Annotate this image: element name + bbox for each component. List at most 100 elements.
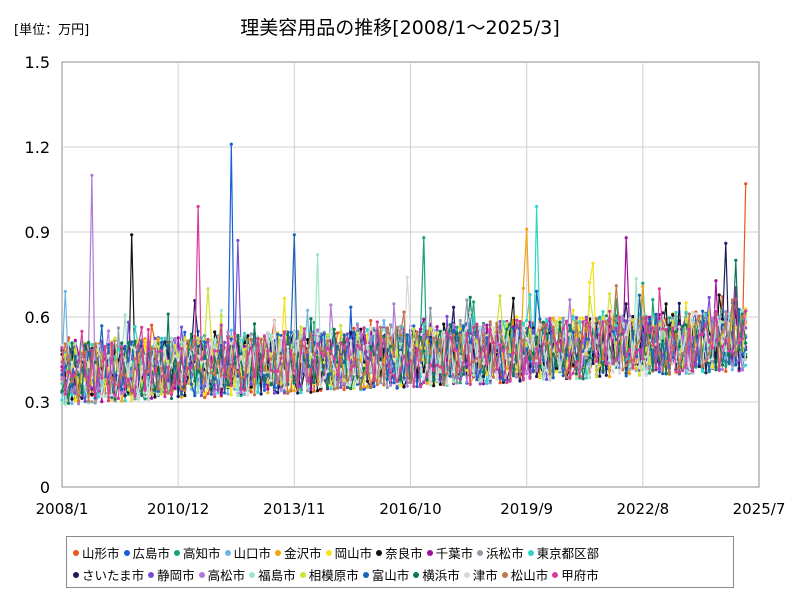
data-point — [541, 342, 545, 346]
data-point — [369, 350, 373, 354]
data-point — [316, 332, 320, 336]
data-point — [644, 333, 648, 337]
data-point — [641, 368, 645, 372]
data-point — [203, 377, 207, 381]
data-point — [249, 332, 253, 336]
data-point — [475, 378, 479, 382]
data-point — [246, 393, 250, 397]
data-point — [628, 372, 632, 376]
data-point — [531, 351, 535, 355]
data-point — [667, 358, 672, 363]
data-point — [707, 358, 711, 363]
data-point — [684, 310, 688, 314]
data-point — [70, 341, 74, 345]
data-point — [153, 395, 157, 399]
data-point — [472, 300, 476, 304]
data-point — [309, 368, 313, 372]
data-point — [123, 313, 127, 317]
data-point — [535, 374, 539, 379]
data-point — [664, 342, 668, 346]
data-point — [548, 372, 552, 376]
data-point — [73, 338, 77, 342]
data-point — [462, 325, 466, 329]
data-point — [299, 351, 303, 355]
legend-item: 高松市 — [198, 565, 245, 584]
data-point — [262, 388, 267, 392]
data-point — [67, 358, 71, 362]
data-point — [720, 330, 725, 334]
data-point — [415, 347, 419, 351]
data-point — [608, 375, 612, 379]
data-point — [704, 358, 708, 363]
data-point — [707, 340, 711, 344]
data-point — [299, 391, 303, 395]
data-point — [525, 355, 529, 359]
data-point — [710, 316, 715, 320]
data-point — [704, 371, 708, 375]
data-point — [332, 367, 336, 371]
data-point — [591, 315, 595, 320]
data-point — [362, 385, 366, 389]
data-point — [475, 356, 479, 360]
data-point — [176, 336, 180, 340]
data-point — [412, 384, 416, 389]
data-point — [442, 370, 446, 374]
data-point — [558, 349, 562, 353]
data-point — [279, 336, 283, 340]
data-point — [306, 385, 310, 389]
data-point — [100, 400, 104, 404]
data-point — [332, 371, 336, 375]
data-point — [153, 339, 157, 343]
data-point — [179, 387, 184, 391]
data-point — [472, 373, 476, 377]
data-point — [505, 321, 509, 325]
data-point — [405, 373, 409, 377]
legend-marker — [249, 572, 256, 578]
data-point — [306, 338, 310, 342]
data-point — [83, 343, 87, 347]
data-point — [571, 371, 575, 375]
data-point — [389, 353, 393, 358]
data-point — [276, 332, 280, 336]
data-point — [236, 374, 240, 378]
data-point — [93, 360, 97, 364]
data-point — [405, 333, 409, 337]
data-point — [697, 314, 701, 318]
data-point — [462, 331, 466, 335]
data-point — [296, 391, 300, 395]
y-tick-label: 0.6 — [25, 308, 50, 327]
data-point — [621, 322, 625, 326]
data-point — [571, 308, 575, 312]
data-point — [618, 371, 622, 375]
legend-label: 金沢市 — [284, 546, 322, 561]
data-point — [684, 317, 688, 321]
data-point — [647, 366, 652, 371]
data-point — [408, 380, 413, 384]
data-point — [262, 370, 267, 375]
data-point — [96, 394, 101, 399]
data-point — [428, 337, 432, 341]
data-point — [531, 329, 535, 333]
data-point — [727, 322, 731, 326]
data-point — [120, 341, 124, 345]
data-point — [216, 349, 220, 353]
data-point — [196, 344, 200, 348]
data-point — [120, 399, 124, 403]
data-point — [206, 384, 210, 388]
data-point — [538, 361, 542, 365]
data-point — [312, 341, 316, 345]
data-point — [624, 236, 628, 240]
data-point — [405, 275, 409, 279]
data-point — [153, 336, 157, 340]
data-point — [515, 318, 519, 322]
data-point — [206, 358, 210, 362]
data-point — [279, 382, 283, 386]
data-point — [236, 370, 240, 374]
data-point — [349, 339, 353, 343]
data-point — [744, 309, 748, 313]
data-point — [694, 365, 698, 369]
data-point — [445, 314, 449, 319]
data-point — [518, 379, 522, 383]
data-point — [272, 391, 276, 395]
series-甲府市 — [60, 204, 748, 403]
